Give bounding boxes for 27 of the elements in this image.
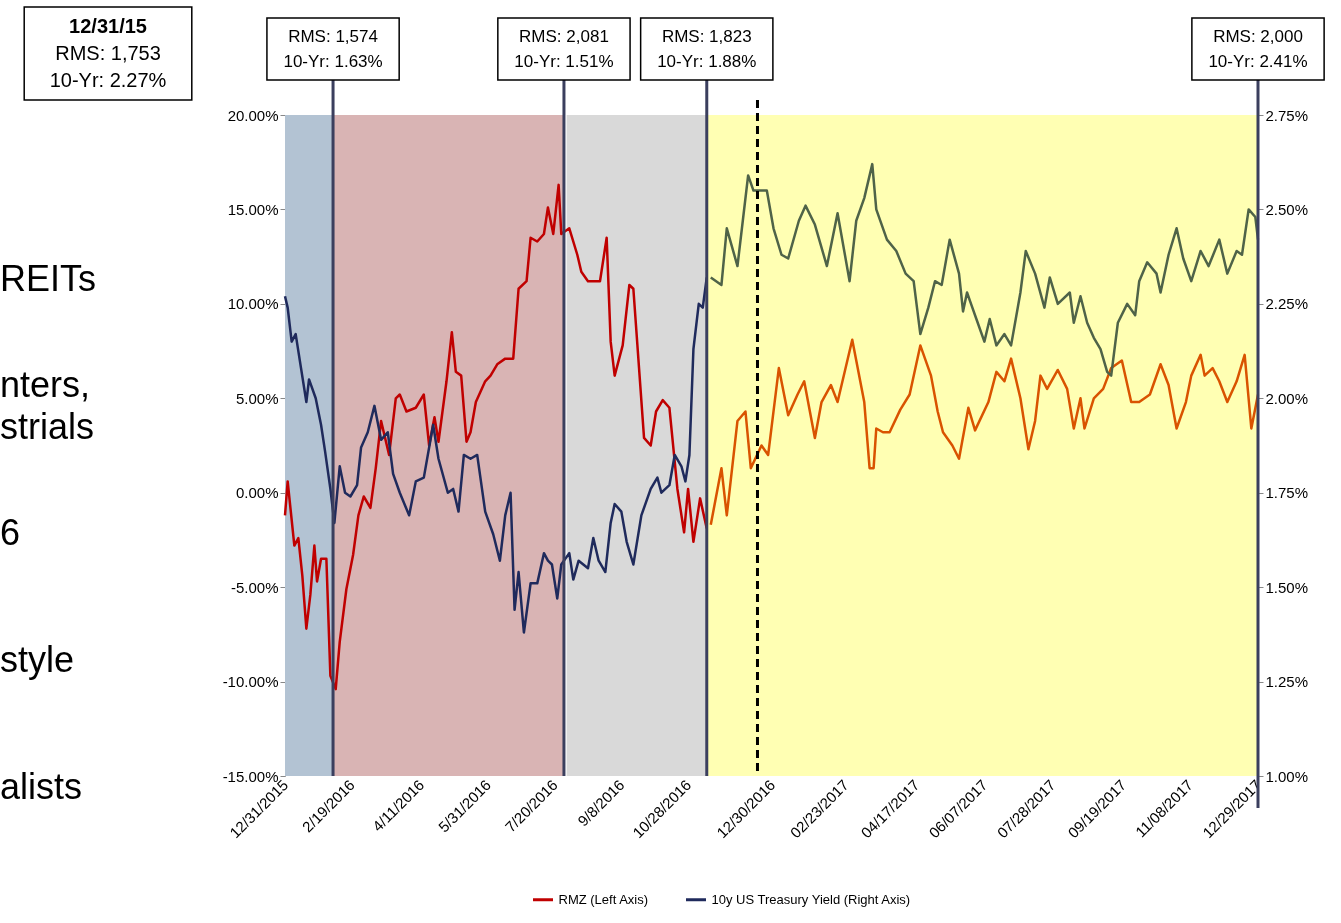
legend-label: RMZ (Left Axis) (558, 891, 649, 907)
text: RMS: 2,081 10-Yr: 1.51% (514, 26, 614, 71)
y-tick-label: 10.00% (227, 295, 279, 313)
text: style (0, 639, 75, 680)
text: 12/31/15 RMS: 1,753 10-Yr: 2.27% (49, 14, 167, 91)
y-tick-label: 0.00% (235, 484, 279, 502)
text: RMS: 2,000 10-Yr: 2.41% (1208, 26, 1308, 71)
legend-label: 10y US Treasury Yield (Right Axis) (711, 891, 911, 907)
y2-tick-label: 1.25% (1265, 673, 1309, 691)
y-tick-label: -5.00% (230, 578, 279, 596)
text: nters, strials (0, 364, 95, 447)
text: REITs (0, 258, 97, 299)
y2-tick-label: 1.50% (1265, 578, 1309, 596)
y2-tick-label: 2.50% (1265, 200, 1309, 218)
y2-tick-label: 2.00% (1265, 389, 1309, 407)
text: RMS: 1,574 10-Yr: 1.63% (283, 26, 383, 71)
y-tick-label: 15.00% (227, 200, 279, 218)
y-tick-label: 20.00% (227, 106, 279, 124)
y2-tick-label: 1.00% (1265, 767, 1309, 785)
y-tick-label: 5.00% (235, 389, 279, 407)
y-tick-label: -10.00% (222, 673, 279, 691)
y2-tick-label: 2.25% (1265, 295, 1309, 313)
y2-tick-label: 2.75% (1265, 106, 1309, 124)
text: RMS: 1,823 10-Yr: 1.88% (657, 26, 757, 71)
text: 6 (0, 512, 21, 553)
y2-tick-label: 1.75% (1265, 484, 1309, 502)
text: alists (0, 766, 83, 807)
